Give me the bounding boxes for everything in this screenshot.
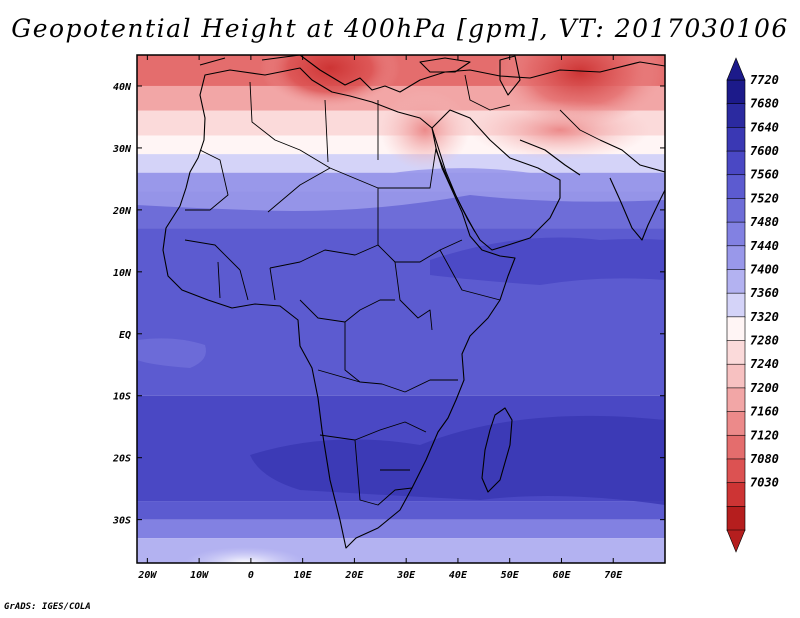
colorbar-bottom-arrow — [726, 529, 746, 553]
lon-tick-label: 70E — [604, 570, 623, 581]
lon-tick-label: 50E — [501, 570, 520, 581]
lon-tick-label: 10E — [294, 570, 313, 581]
field-band-10 — [137, 519, 665, 539]
colorbar-label: 7400 — [750, 262, 779, 276]
colorbar-label: 7640 — [750, 120, 779, 134]
colorbar-label: 7600 — [750, 144, 779, 158]
lon-tick-label: 40E — [449, 570, 468, 581]
colorbar-segment — [726, 245, 746, 271]
coastlines-and-borders — [162, 55, 665, 549]
colorbar-segment — [726, 174, 746, 200]
colorbar-segment — [726, 506, 746, 531]
colorbar-segment — [726, 411, 746, 437]
lat-tick-label: EQ — [119, 330, 131, 341]
colorbar-segment — [726, 79, 746, 105]
lat-tick-label: 30N — [112, 144, 132, 155]
map-frame — [136, 54, 666, 564]
colorbar-segment — [726, 269, 746, 294]
colorbar-label: 7200 — [750, 381, 779, 395]
black-caspian-outline — [419, 55, 521, 96]
colorbar-label: 7560 — [750, 168, 779, 182]
lon-tick-label: 20E — [344, 570, 364, 581]
grads-credit: GrADS: IGES/COLA — [4, 602, 91, 612]
colorbar-segment — [726, 340, 746, 366]
lat-tick-label: 10N — [113, 268, 132, 279]
country-borders — [184, 74, 601, 506]
colorbar: 7720 7680 7640 7600 7560 7520 7480 7440 7400 7360… — [726, 57, 779, 553]
colorbar-segment — [726, 198, 746, 223]
colorbar-top-arrow — [726, 57, 746, 81]
colorbar-segment — [726, 292, 746, 318]
africa-coastline — [162, 67, 516, 549]
colorbar-segment — [726, 127, 746, 152]
colorbar-label: 7720 — [750, 73, 779, 87]
colorbar-label: 7030 — [750, 476, 779, 490]
colorbar-segment — [726, 482, 746, 508]
colorbar-segment — [726, 387, 746, 413]
india-coastline — [599, 139, 665, 241]
colorbar-segment — [726, 150, 746, 176]
persian-gulf-outline — [519, 139, 581, 176]
lon-tick-label: 0 — [248, 570, 254, 581]
field-band-9 — [137, 501, 665, 520]
latitude-axis: 40N 30N 20N 10N EQ 10S 20S 30S — [112, 82, 665, 527]
europe-coastline — [199, 55, 665, 93]
colorbar-label: 7320 — [750, 310, 779, 324]
field-structures — [137, 55, 665, 563]
colorbar-label: 7080 — [750, 452, 779, 466]
longitude-axis: 20W 10W 0 10E 20E 30E 40E 50E 60E 70E — [137, 55, 623, 581]
colorbar-label: 7440 — [750, 239, 779, 253]
colorbar-label: 7480 — [750, 215, 779, 229]
lat-tick-label: 40N — [113, 82, 132, 93]
lon-tick-label: 10W — [190, 570, 209, 581]
lat-tick-label: 20S — [112, 454, 131, 465]
colorbar-label: 7240 — [750, 357, 779, 371]
map-title: Geopotential Height at 400hPa [gpm], VT:… — [11, 14, 789, 43]
colorbar-segment — [726, 458, 746, 484]
lon-tick-label: 60E — [552, 570, 571, 581]
lat-tick-label: 10S — [113, 392, 131, 403]
colorbar-segment — [726, 316, 746, 342]
colorbar-segment — [726, 221, 746, 247]
red-sea-outline — [435, 149, 476, 233]
colorbar-label: 7360 — [750, 286, 779, 300]
colorbar-label: 7160 — [750, 405, 779, 419]
colorbar-label: 7520 — [750, 191, 779, 205]
colorbar-label: 7280 — [750, 334, 779, 348]
colorbar-segment — [726, 103, 746, 129]
colorbar-label: 7120 — [750, 428, 779, 442]
colorbar-segment — [726, 363, 746, 389]
lat-tick-label: 30S — [112, 516, 131, 527]
colorbar-segment — [726, 434, 746, 460]
madagascar-outline — [481, 407, 513, 493]
lat-tick-label: 20N — [112, 206, 132, 217]
lon-tick-label: 30E — [396, 570, 416, 581]
lon-tick-label: 20W — [137, 570, 157, 581]
colorbar-label: 7680 — [750, 97, 779, 111]
